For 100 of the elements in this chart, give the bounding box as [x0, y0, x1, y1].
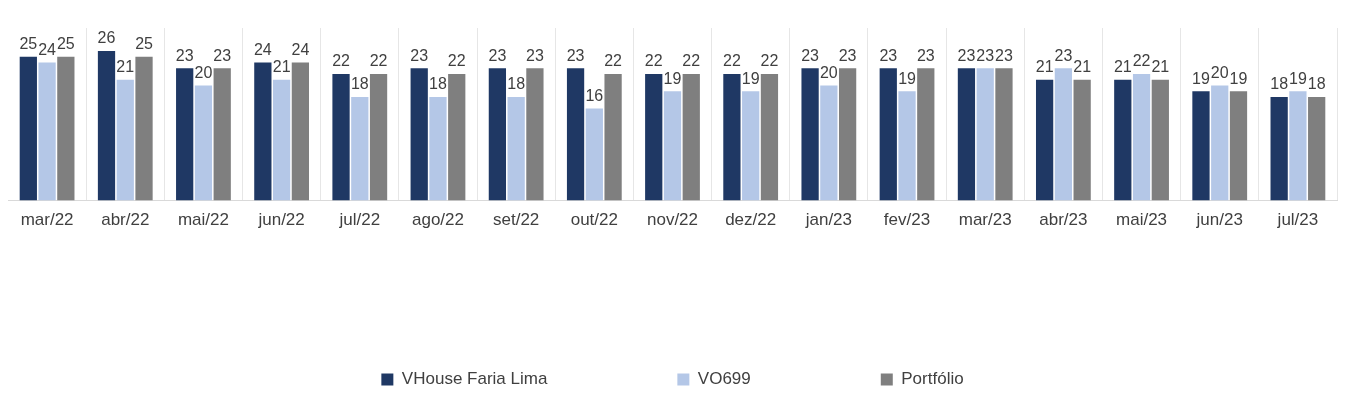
legend-label: VHouse Faria Lima [401, 369, 548, 389]
x-tick-label: ago/22 [411, 210, 464, 230]
x-tick-label: jun/22 [257, 210, 305, 230]
bar [213, 68, 231, 201]
data-label: 23 [175, 46, 194, 64]
bar [1308, 97, 1326, 201]
data-label: 20 [194, 63, 213, 81]
bar [801, 68, 819, 201]
data-label: 23 [488, 46, 507, 64]
bar [995, 68, 1013, 201]
data-label: 23 [879, 46, 898, 64]
data-label: 22 [682, 52, 701, 70]
data-label: 21 [1035, 58, 1054, 76]
x-tick-label: nov/22 [646, 210, 699, 230]
bar [1229, 91, 1248, 201]
data-label: 21 [1151, 58, 1170, 76]
data-label: 22 [369, 52, 388, 70]
bar [291, 62, 310, 201]
bar [97, 51, 116, 201]
bar [19, 56, 37, 201]
data-label: 18 [1307, 75, 1326, 93]
data-label: 20 [819, 63, 838, 81]
x-tick-label: jul/22 [338, 210, 381, 230]
data-label: 22 [723, 52, 741, 70]
x-tick-label: mai/22 [177, 210, 229, 230]
bar [1035, 79, 1054, 201]
bar [898, 91, 916, 201]
bar [507, 97, 525, 201]
data-label: 21 [1113, 58, 1132, 76]
legend-label: Portfólio [901, 369, 964, 389]
x-tick-label: mar/23 [958, 210, 1012, 230]
data-label: 18 [429, 75, 447, 93]
x-tick-label: mai/23 [1116, 210, 1168, 230]
data-label: 23 [995, 46, 1013, 64]
data-label: 23 [410, 46, 429, 64]
bar [1054, 68, 1073, 201]
bar [1211, 85, 1229, 201]
bar [760, 74, 779, 201]
bar [488, 68, 507, 201]
data-label: 22 [332, 52, 351, 70]
data-label: 19 [1192, 69, 1210, 87]
bar [566, 68, 585, 201]
data-label: 18 [507, 75, 526, 93]
bar [369, 74, 388, 201]
bar [176, 68, 194, 201]
x-tick-label: jan/23 [804, 210, 853, 230]
bar [957, 68, 976, 201]
data-label: 19 [663, 69, 682, 87]
bar [38, 62, 56, 201]
bar [1151, 79, 1169, 201]
bar [57, 56, 75, 201]
bar [723, 74, 741, 201]
x-tick-label: abr/23 [1039, 210, 1088, 230]
bar [272, 79, 291, 201]
bar [1289, 91, 1307, 201]
data-label: 16 [585, 86, 604, 104]
bar [1132, 74, 1151, 201]
bar [1270, 97, 1288, 201]
data-label: 22 [604, 52, 623, 70]
data-label: 19 [741, 69, 760, 87]
bar [254, 62, 272, 201]
data-label: 19 [1229, 69, 1248, 87]
data-label: 25 [19, 35, 38, 53]
data-label: 18 [350, 75, 369, 93]
data-label: 23 [957, 46, 976, 64]
data-label: 23 [976, 46, 995, 64]
data-label: 18 [1270, 75, 1289, 93]
bar [976, 68, 994, 201]
data-label: 21 [116, 58, 135, 76]
bar [116, 79, 134, 201]
bar [410, 68, 428, 201]
data-label: 23 [526, 46, 544, 64]
bar [742, 91, 760, 201]
legend-label: VO699 [697, 369, 751, 389]
data-label: 25 [56, 35, 75, 53]
data-label: 25 [135, 35, 154, 53]
x-tick-label: dez/22 [725, 210, 777, 230]
bar [820, 85, 838, 201]
data-label: 24 [253, 40, 272, 58]
data-label: 22 [760, 52, 779, 70]
data-label: 23 [213, 46, 232, 64]
bar [917, 68, 935, 201]
bar [1192, 91, 1210, 201]
x-tick-label: jun/23 [1195, 210, 1243, 230]
data-label: 23 [838, 46, 857, 64]
bar [351, 97, 369, 201]
x-tick-label: out/22 [570, 210, 618, 230]
bar [194, 85, 213, 201]
x-tick-label: mar/22 [20, 210, 74, 230]
data-label: 19 [1289, 69, 1307, 87]
bar [135, 56, 153, 201]
x-tick-label: fev/23 [883, 210, 931, 230]
data-label: 24 [38, 40, 57, 58]
bar [838, 68, 857, 201]
data-label: 23 [801, 46, 820, 64]
x-tick-label: jul/23 [1276, 210, 1319, 230]
data-label: 23 [1054, 46, 1073, 64]
data-label: 21 [272, 58, 291, 76]
x-tick-label: abr/22 [101, 210, 150, 230]
x-tick-label: set/22 [492, 210, 540, 230]
